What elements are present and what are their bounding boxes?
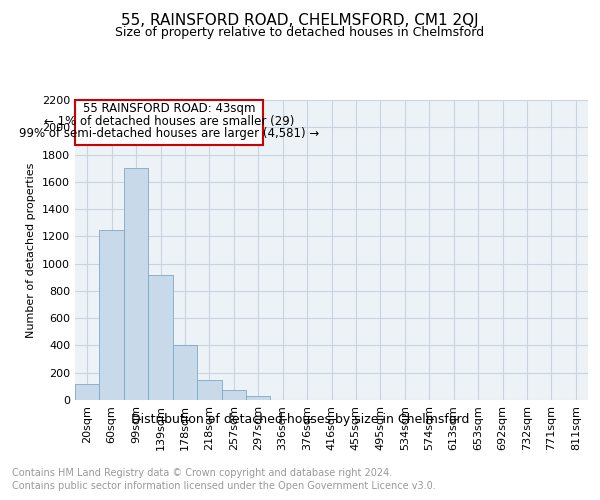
Text: 99% of semi-detached houses are larger (4,581) →: 99% of semi-detached houses are larger (… (19, 128, 319, 140)
Bar (148, 274, 173, 400)
Text: 55 RAINSFORD ROAD: 43sqm: 55 RAINSFORD ROAD: 43sqm (83, 102, 256, 115)
Bar (100, 230, 124, 400)
Y-axis label: Number of detached properties: Number of detached properties (26, 162, 37, 338)
Text: 55, RAINSFORD ROAD, CHELMSFORD, CM1 2QJ: 55, RAINSFORD ROAD, CHELMSFORD, CM1 2QJ (121, 12, 479, 28)
Bar (197, 380, 221, 400)
Text: Contains HM Land Registry data © Crown copyright and database right 2024.: Contains HM Land Registry data © Crown c… (12, 468, 392, 477)
Bar (124, 168, 148, 400)
Bar (246, 396, 271, 400)
Bar (221, 390, 246, 400)
Bar (173, 346, 197, 400)
Text: Size of property relative to detached houses in Chelmsford: Size of property relative to detached ho… (115, 26, 485, 39)
Text: Distribution of detached houses by size in Chelmsford: Distribution of detached houses by size … (131, 412, 469, 426)
Bar (75, 100, 263, 145)
Text: Contains public sector information licensed under the Open Government Licence v3: Contains public sector information licen… (12, 481, 436, 491)
Text: ← 1% of detached houses are smaller (29): ← 1% of detached houses are smaller (29) (44, 115, 294, 128)
Bar (75, 384, 100, 400)
